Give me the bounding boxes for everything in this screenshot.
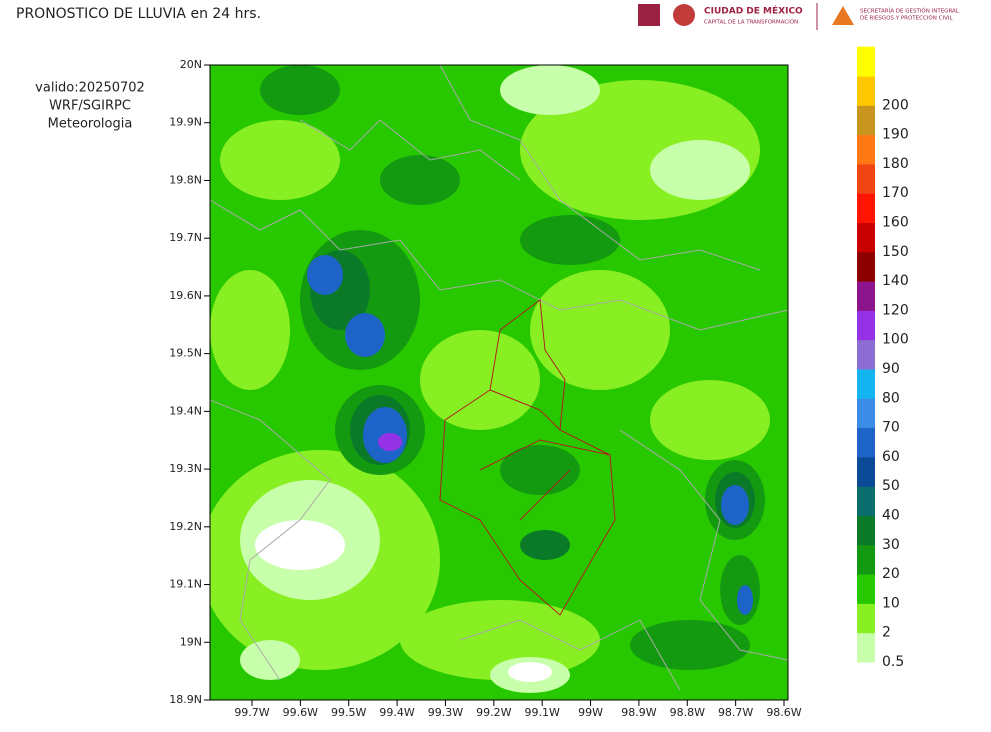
colorbar-swatch — [857, 339, 875, 370]
logo-triangle — [832, 6, 854, 25]
x-tick-label: 99.3W — [428, 706, 463, 719]
colorbar-label: 160 — [882, 215, 909, 231]
x-tick-label: 99.4W — [379, 706, 414, 719]
colorbar-label: 70 — [882, 420, 900, 436]
colorbar-swatch — [857, 544, 875, 575]
y-tick-label: 19.5N — [169, 347, 202, 360]
colorbar-label: 50 — [882, 478, 900, 494]
x-tick-label: 99W — [578, 706, 603, 719]
colorbar-swatch — [857, 76, 875, 106]
colorbar-label: 10 — [882, 595, 900, 611]
y-tick-label: 20N — [180, 58, 202, 71]
peak-rain — [378, 433, 402, 451]
colorbar-swatch — [857, 134, 875, 165]
colorbar-label: 170 — [882, 185, 909, 201]
logo-emblem — [673, 4, 695, 26]
colorbar-label: 60 — [882, 449, 900, 465]
colorbar-swatch — [857, 632, 875, 663]
colorbar-swatch — [857, 456, 875, 487]
x-tick-label: 99.6W — [283, 706, 318, 719]
colorbar: 0.5 2 10 20 30 40 50 60 70 80 90 100 120 140 150 160 170… — [857, 46, 909, 670]
colorbar-swatch — [857, 486, 875, 516]
colorbar-label: 120 — [882, 302, 909, 318]
x-tick-label: 99.7W — [234, 706, 269, 719]
logo-sgirpc: SECRETARÍA DE GESTIÓN INTEGRAL — [860, 8, 960, 15]
colorbar-swatch — [857, 515, 875, 546]
y-tick-label: 19.1N — [169, 578, 202, 591]
colorbar-swatch — [857, 398, 875, 429]
logo-shield — [638, 4, 660, 26]
logo-sgirpc: DE RIESGOS Y PROTECCIÓN CIVIL — [860, 15, 953, 22]
colorbar-label: 2 — [882, 625, 891, 641]
x-tick-label: 99.1W — [524, 706, 559, 719]
logos: CIUDAD DE MÉXICO CAPITAL DE LA TRANSFORM… — [638, 3, 960, 30]
title: PRONOSTICO DE LLUVIA en 24 hrs. — [16, 6, 261, 22]
colorbar-label: 100 — [882, 332, 909, 348]
logo-cdmx: CIUDAD DE MÉXICO — [704, 5, 803, 17]
colorbar-label: 200 — [882, 97, 909, 113]
colorbar-label: 140 — [882, 273, 909, 289]
x-tick-label: 98.8W — [670, 706, 705, 719]
colorbar-label: 190 — [882, 127, 909, 143]
y-tick-label: 19.3N — [169, 462, 202, 475]
y-tick-label: 19.4N — [169, 404, 202, 417]
colorbar-swatch — [857, 369, 875, 399]
colorbar-label: 20 — [882, 566, 900, 582]
x-tick-label: 98.6W — [766, 706, 801, 719]
colorbar-swatch — [857, 310, 875, 341]
municipal-boundaries — [210, 65, 788, 691]
colorbar-swatch — [857, 222, 875, 253]
info-valid: valido:20250702 — [35, 81, 145, 96]
x-tick-label: 98.7W — [718, 706, 753, 719]
colorbar-label: 80 — [882, 390, 900, 406]
x-tick-label: 98.9W — [621, 706, 656, 719]
colorbar-swatch — [857, 105, 875, 136]
x-tick-label: 99.2W — [476, 706, 511, 719]
y-tick-label: 19.6N — [169, 289, 202, 302]
x-tick-label: 99.5W — [331, 706, 366, 719]
y-tick-label: 19.7N — [169, 231, 202, 244]
colorbar-label: 90 — [882, 361, 900, 377]
colorbar-swatch — [857, 427, 875, 458]
colorbar-label: 180 — [882, 156, 909, 172]
colorbar-label: 30 — [882, 537, 900, 553]
info-dept: Meteorologia — [48, 117, 133, 132]
info-model: WRF/SGIRPC — [49, 99, 131, 114]
y-tick-label: 19.2N — [169, 520, 202, 533]
rain-field — [210, 65, 788, 700]
y-tick-label: 18.9N — [169, 693, 202, 706]
cdmx-boundaries — [439, 299, 616, 616]
colorbar-label: 150 — [882, 244, 909, 260]
colorbar-swatch — [857, 193, 875, 223]
colorbar-swatch — [857, 603, 875, 634]
colorbar-label: 0.5 — [882, 654, 904, 670]
y-tick-label: 19N — [180, 635, 202, 648]
map-frame — [209, 64, 789, 701]
no-rain — [255, 520, 552, 682]
colorbar-swatch — [857, 46, 875, 77]
colorbar-label: 40 — [882, 508, 900, 524]
colorbar-swatch — [857, 163, 875, 194]
colorbar-swatch — [857, 574, 875, 604]
y-tick-label: 19.8N — [169, 173, 202, 186]
logo-cdmx-sub: CAPITAL DE LA TRANSFORMACIÓN — [704, 19, 798, 26]
colorbar-swatch — [857, 281, 875, 311]
y-tick-label: 19.9N — [169, 116, 202, 129]
map-axes: 20N 19.9N 19.8N 19.7N 19.6N 19.5N 19.4N 19.3N 19… — [169, 58, 802, 719]
colorbar-swatch — [857, 251, 875, 282]
